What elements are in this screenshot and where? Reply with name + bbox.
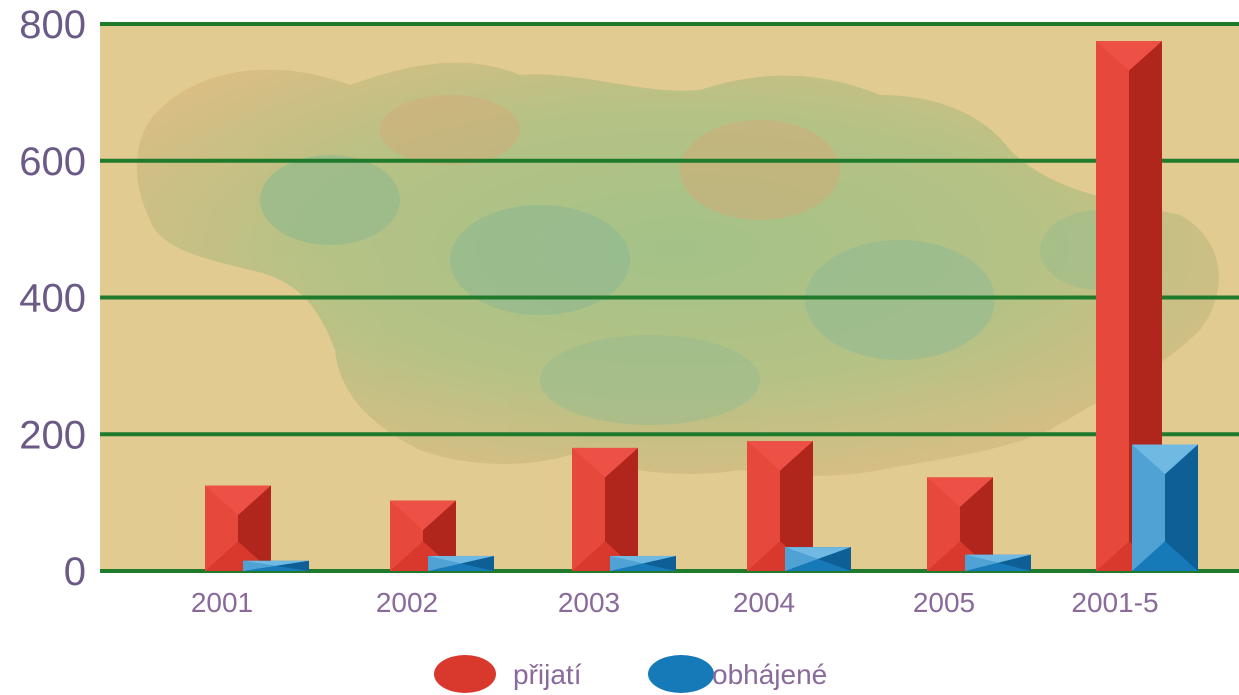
bar-obhajene-2001-5 [1132,444,1198,571]
x-tick-label: 2001 [191,587,253,618]
bar-prijati-2001 [205,485,271,571]
x-tick-label: 2004 [733,587,795,618]
bar-obhajene-2002 [428,555,494,571]
y-tick-label: 600 [19,140,86,184]
y-axis-ticks: 0 200 400 600 800 [19,3,86,594]
background-map-image [136,62,1219,476]
legend: přijatí obhájené [434,655,827,693]
x-tick-label: 2002 [376,587,438,618]
bars [205,41,1198,571]
bar-obhajene-2003 [610,555,676,571]
bar-prijati-2003 [572,447,638,571]
y-tick-label: 0 [64,550,86,594]
y-tick-label: 400 [19,277,86,321]
legend-label-prijati: přijatí [513,659,582,690]
x-tick-label: 2005 [913,587,975,618]
legend-label-obhajene: obhájené [712,659,827,690]
legend-swatch-obhajene [648,655,714,693]
bar-prijati-2001-5 [1096,41,1162,571]
bar-obhajene-2004 [785,547,851,571]
bar-obhajene-2001 [243,560,309,571]
x-tick-label: 2003 [558,587,620,618]
bar-obhajene-2005 [965,554,1031,571]
x-axis-ticks: 2001 2002 2003 2004 2005 2001-5 [191,587,1159,618]
y-tick-label: 800 [19,3,86,47]
legend-swatch-prijati [434,655,496,693]
y-tick-label: 200 [19,413,86,457]
x-tick-label: 2001-5 [1071,587,1158,618]
